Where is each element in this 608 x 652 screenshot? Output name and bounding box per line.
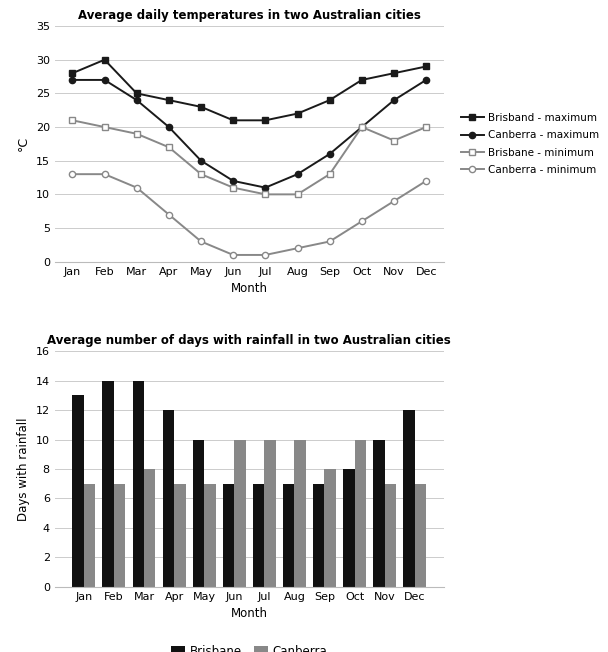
Bar	[313, 484, 325, 587]
Brisbane - minimum	[358, 123, 365, 131]
Bar	[133, 381, 144, 587]
Canberra - minimum	[294, 244, 301, 252]
Canberra - maximum	[198, 156, 205, 164]
Brisbane - minimum	[390, 137, 398, 145]
Bar	[253, 484, 264, 587]
Bar	[72, 395, 84, 587]
Brisbane - minimum	[423, 123, 430, 131]
Bar	[264, 439, 276, 587]
Bar	[84, 484, 95, 587]
Bar	[204, 484, 216, 587]
Bar	[114, 484, 125, 587]
Canberra - maximum	[326, 150, 333, 158]
Canberra - maximum	[294, 170, 301, 178]
Brisband - maximum	[326, 96, 333, 104]
Brisbane - minimum	[198, 170, 205, 178]
Canberra - minimum	[358, 217, 365, 225]
Brisband - maximum	[133, 89, 140, 97]
Canberra - maximum	[230, 177, 237, 185]
Bar	[415, 484, 426, 587]
Title: Average daily temperatures in two Australian cities: Average daily temperatures in two Austra…	[78, 9, 421, 22]
Brisbane - minimum	[69, 117, 76, 125]
Brisbane - minimum	[230, 184, 237, 192]
Y-axis label: Days with rainfall: Days with rainfall	[17, 417, 30, 521]
Canberra - maximum	[133, 96, 140, 104]
Bar	[373, 439, 385, 587]
Bar	[193, 439, 204, 587]
Canberra - maximum	[261, 184, 269, 192]
Line: Brisbane - minimum: Brisbane - minimum	[69, 117, 429, 198]
Brisbane - minimum	[261, 190, 269, 198]
Brisbane - minimum	[294, 190, 301, 198]
Canberra - maximum	[165, 123, 173, 131]
Canberra - minimum	[101, 170, 108, 178]
Bar	[223, 484, 234, 587]
Canberra - minimum	[423, 177, 430, 185]
Brisband - maximum	[165, 96, 173, 104]
Bar	[174, 484, 185, 587]
Title: Average number of days with rainfall in two Australian cities: Average number of days with rainfall in …	[47, 334, 451, 348]
Brisband - maximum	[294, 110, 301, 117]
Brisband - maximum	[198, 103, 205, 111]
Canberra - maximum	[423, 76, 430, 84]
X-axis label: Month: Month	[231, 607, 268, 620]
Line: Canberra - maximum: Canberra - maximum	[69, 77, 429, 191]
Canberra - maximum	[69, 76, 76, 84]
Canberra - minimum	[165, 211, 173, 218]
Bar	[163, 410, 174, 587]
Canberra - minimum	[261, 251, 269, 259]
Canberra - minimum	[69, 170, 76, 178]
Canberra - minimum	[390, 197, 398, 205]
Line: Brisband - maximum: Brisband - maximum	[69, 57, 429, 123]
Canberra - maximum	[390, 96, 398, 104]
Brisbane - minimum	[165, 143, 173, 151]
X-axis label: Month: Month	[231, 282, 268, 295]
Canberra - minimum	[326, 237, 333, 245]
Legend: Brisband - maximum, Canberra - maximum, Brisbane - minimum, Canberra - minimum: Brisband - maximum, Canberra - maximum, …	[461, 113, 599, 175]
Brisband - maximum	[101, 56, 108, 64]
Bar	[234, 439, 246, 587]
Bar	[283, 484, 294, 587]
Canberra - minimum	[198, 237, 205, 245]
Bar	[325, 469, 336, 587]
Bar	[144, 469, 156, 587]
Canberra - minimum	[230, 251, 237, 259]
Line: Canberra - minimum: Canberra - minimum	[69, 171, 429, 258]
Bar	[354, 439, 366, 587]
Bar	[343, 469, 354, 587]
Bar	[385, 484, 396, 587]
Legend: Brisbane, Canberra: Brisbane, Canberra	[167, 640, 332, 652]
Brisbane - minimum	[101, 123, 108, 131]
Brisband - maximum	[230, 117, 237, 125]
Brisband - maximum	[358, 76, 365, 84]
Bar	[403, 410, 415, 587]
Brisband - maximum	[423, 63, 430, 70]
Canberra - maximum	[101, 76, 108, 84]
Brisband - maximum	[69, 69, 76, 77]
Bar	[103, 381, 114, 587]
Canberra - maximum	[358, 123, 365, 131]
Canberra - minimum	[133, 184, 140, 192]
Brisbane - minimum	[133, 130, 140, 138]
Brisband - maximum	[390, 69, 398, 77]
Brisband - maximum	[261, 117, 269, 125]
Brisbane - minimum	[326, 170, 333, 178]
Y-axis label: °C: °C	[17, 136, 30, 151]
Bar	[294, 439, 306, 587]
